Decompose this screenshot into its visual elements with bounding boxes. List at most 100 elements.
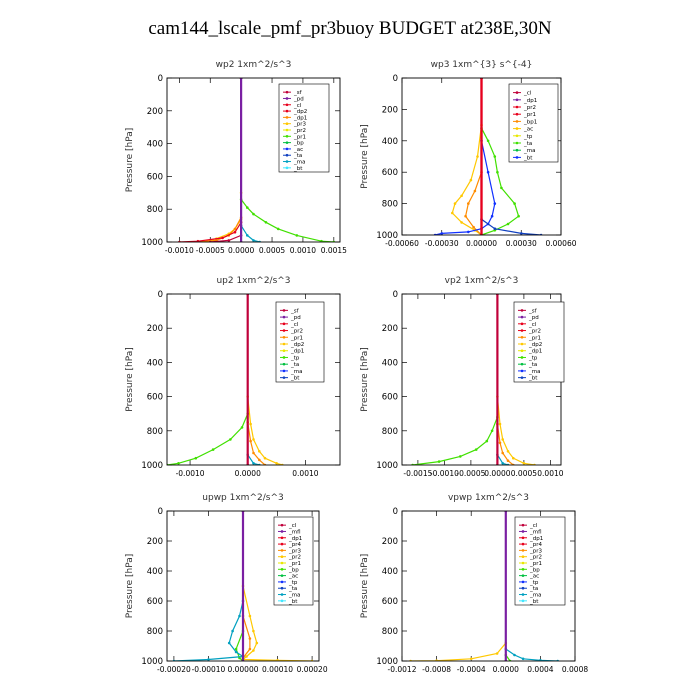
series-point: [472, 225, 475, 229]
series-point: [522, 462, 526, 465]
series-point: [486, 170, 490, 174]
legend-marker: [515, 141, 519, 145]
legend-marker: [515, 148, 519, 152]
legend-marker: [521, 555, 525, 558]
series-point: [248, 647, 252, 651]
legend-marker: [280, 530, 284, 533]
legend-entry: _pd: [293, 96, 304, 102]
legend-entry: _pd: [290, 315, 301, 321]
legend-entry: _pr1: [529, 561, 542, 567]
chart-title: wp2 1xm^2/s^3: [216, 60, 292, 70]
series-point: [506, 222, 510, 226]
y-tick-label: 0: [393, 507, 398, 517]
legend-marker: [285, 122, 289, 125]
y-tick-label: 400: [382, 358, 398, 368]
series-point: [177, 462, 180, 465]
y-tick-label: 600: [382, 597, 398, 607]
series-point: [512, 456, 515, 460]
series-line-pr2: [410, 511, 507, 661]
x-tick-label: 0.00010: [262, 665, 293, 674]
series-point: [486, 139, 490, 143]
x-tick-label: -0.0012: [388, 665, 417, 674]
y-tick-label: 400: [147, 140, 163, 150]
series-point: [490, 429, 494, 433]
y-axis-label: Pressure [hPa]: [360, 124, 370, 189]
series-point: [498, 422, 502, 426]
legend-marker: [515, 156, 519, 159]
legend-marker: [520, 309, 524, 312]
x-tick-label: 0.0004: [527, 665, 553, 674]
y-tick-label: 800: [382, 200, 398, 210]
legend-entry: _sf: [290, 308, 300, 314]
series-point: [451, 211, 454, 215]
legend-marker: [280, 568, 284, 571]
legend-marker: [285, 153, 289, 157]
series-point: [490, 214, 494, 218]
legend-entry: _bt: [290, 376, 300, 382]
y-tick-label: 800: [382, 427, 398, 437]
legend-marker: [521, 530, 525, 533]
legend-entry: _ta: [293, 153, 302, 159]
legend: _cl_mfl_dp1_pr4_pr3_pr2_pr1_bp_ac_tp_ta_…: [514, 516, 566, 606]
series-point: [501, 451, 505, 455]
legend-marker: [521, 574, 525, 577]
x-tick-label: -0.00030: [425, 239, 459, 248]
series-point: [249, 422, 252, 426]
legend-marker: [285, 141, 289, 144]
x-tick-label: 0.00000: [466, 239, 497, 248]
series-point: [473, 189, 477, 193]
legend-entry: _tp: [528, 355, 538, 361]
legend-entry: _dp1: [523, 98, 537, 104]
chart-panel-4: vp2 1xm^2/s^3 Pressure [hPa] 0 200 400 600 800…: [360, 276, 565, 478]
series-point: [320, 239, 323, 242]
x-tick-label: -0.00060: [385, 239, 419, 248]
legend-marker: [285, 90, 289, 94]
series-point: [227, 239, 231, 242]
legend-entry: _ta: [290, 362, 299, 368]
y-tick-label: 400: [147, 358, 163, 368]
x-tick-label: 0.0000: [228, 246, 254, 255]
legend-entry: _cl: [523, 91, 532, 97]
legend-marker: [282, 362, 286, 366]
legend-entry: _sf: [528, 308, 538, 314]
legend-marker: [285, 116, 289, 119]
legend-entry: _cl: [529, 523, 538, 529]
series-point: [506, 459, 510, 463]
y-tick-label: 1000: [376, 461, 398, 471]
series-group: [433, 78, 543, 235]
legend-marker: [520, 342, 524, 346]
y-tick-label: 200: [147, 537, 163, 547]
legend-entry: _pr2: [288, 555, 301, 561]
legend-marker: [521, 568, 525, 571]
legend: _sf_pd_cl_pr2_pr1_dp2_dp1_tp_ta_ma_bt: [513, 301, 565, 383]
legend-entry: _bt: [528, 376, 538, 382]
legend-entry: _pr3: [288, 548, 302, 554]
legend-entry: _pd: [528, 315, 539, 321]
y-tick-label: 600: [382, 168, 398, 178]
y-tick-label: 0: [158, 507, 163, 517]
series-line-dp1: [179, 78, 242, 242]
series-point: [233, 230, 237, 234]
series-point: [196, 239, 200, 242]
legend-entry: _ma: [288, 593, 300, 599]
y-tick-label: 800: [147, 427, 163, 437]
y-axis-label: Pressure [hPa]: [125, 347, 135, 412]
x-tick-label: 0.0005: [511, 469, 537, 478]
legend-marker: [280, 599, 284, 603]
y-tick-label: 200: [382, 105, 398, 115]
y-tick-label: 600: [147, 393, 163, 403]
chart-panel-1: wp2 1xm^2/s^3 Pressure [hPa] 0 200 400 600 800…: [125, 60, 347, 255]
chart-title: vpwp 1xm^2/s^3: [448, 493, 529, 503]
series-point: [460, 221, 463, 224]
legend-marker: [521, 580, 525, 584]
series-group: [167, 294, 284, 465]
y-tick-label: 800: [147, 205, 163, 215]
series-point: [460, 194, 463, 198]
series-point: [517, 214, 520, 218]
y-tick-label: 1000: [376, 231, 398, 241]
legend-marker: [280, 574, 284, 577]
series-point: [501, 462, 505, 465]
legend-marker: [282, 349, 286, 353]
legend-marker: [280, 549, 284, 552]
legend-marker: [521, 549, 525, 552]
